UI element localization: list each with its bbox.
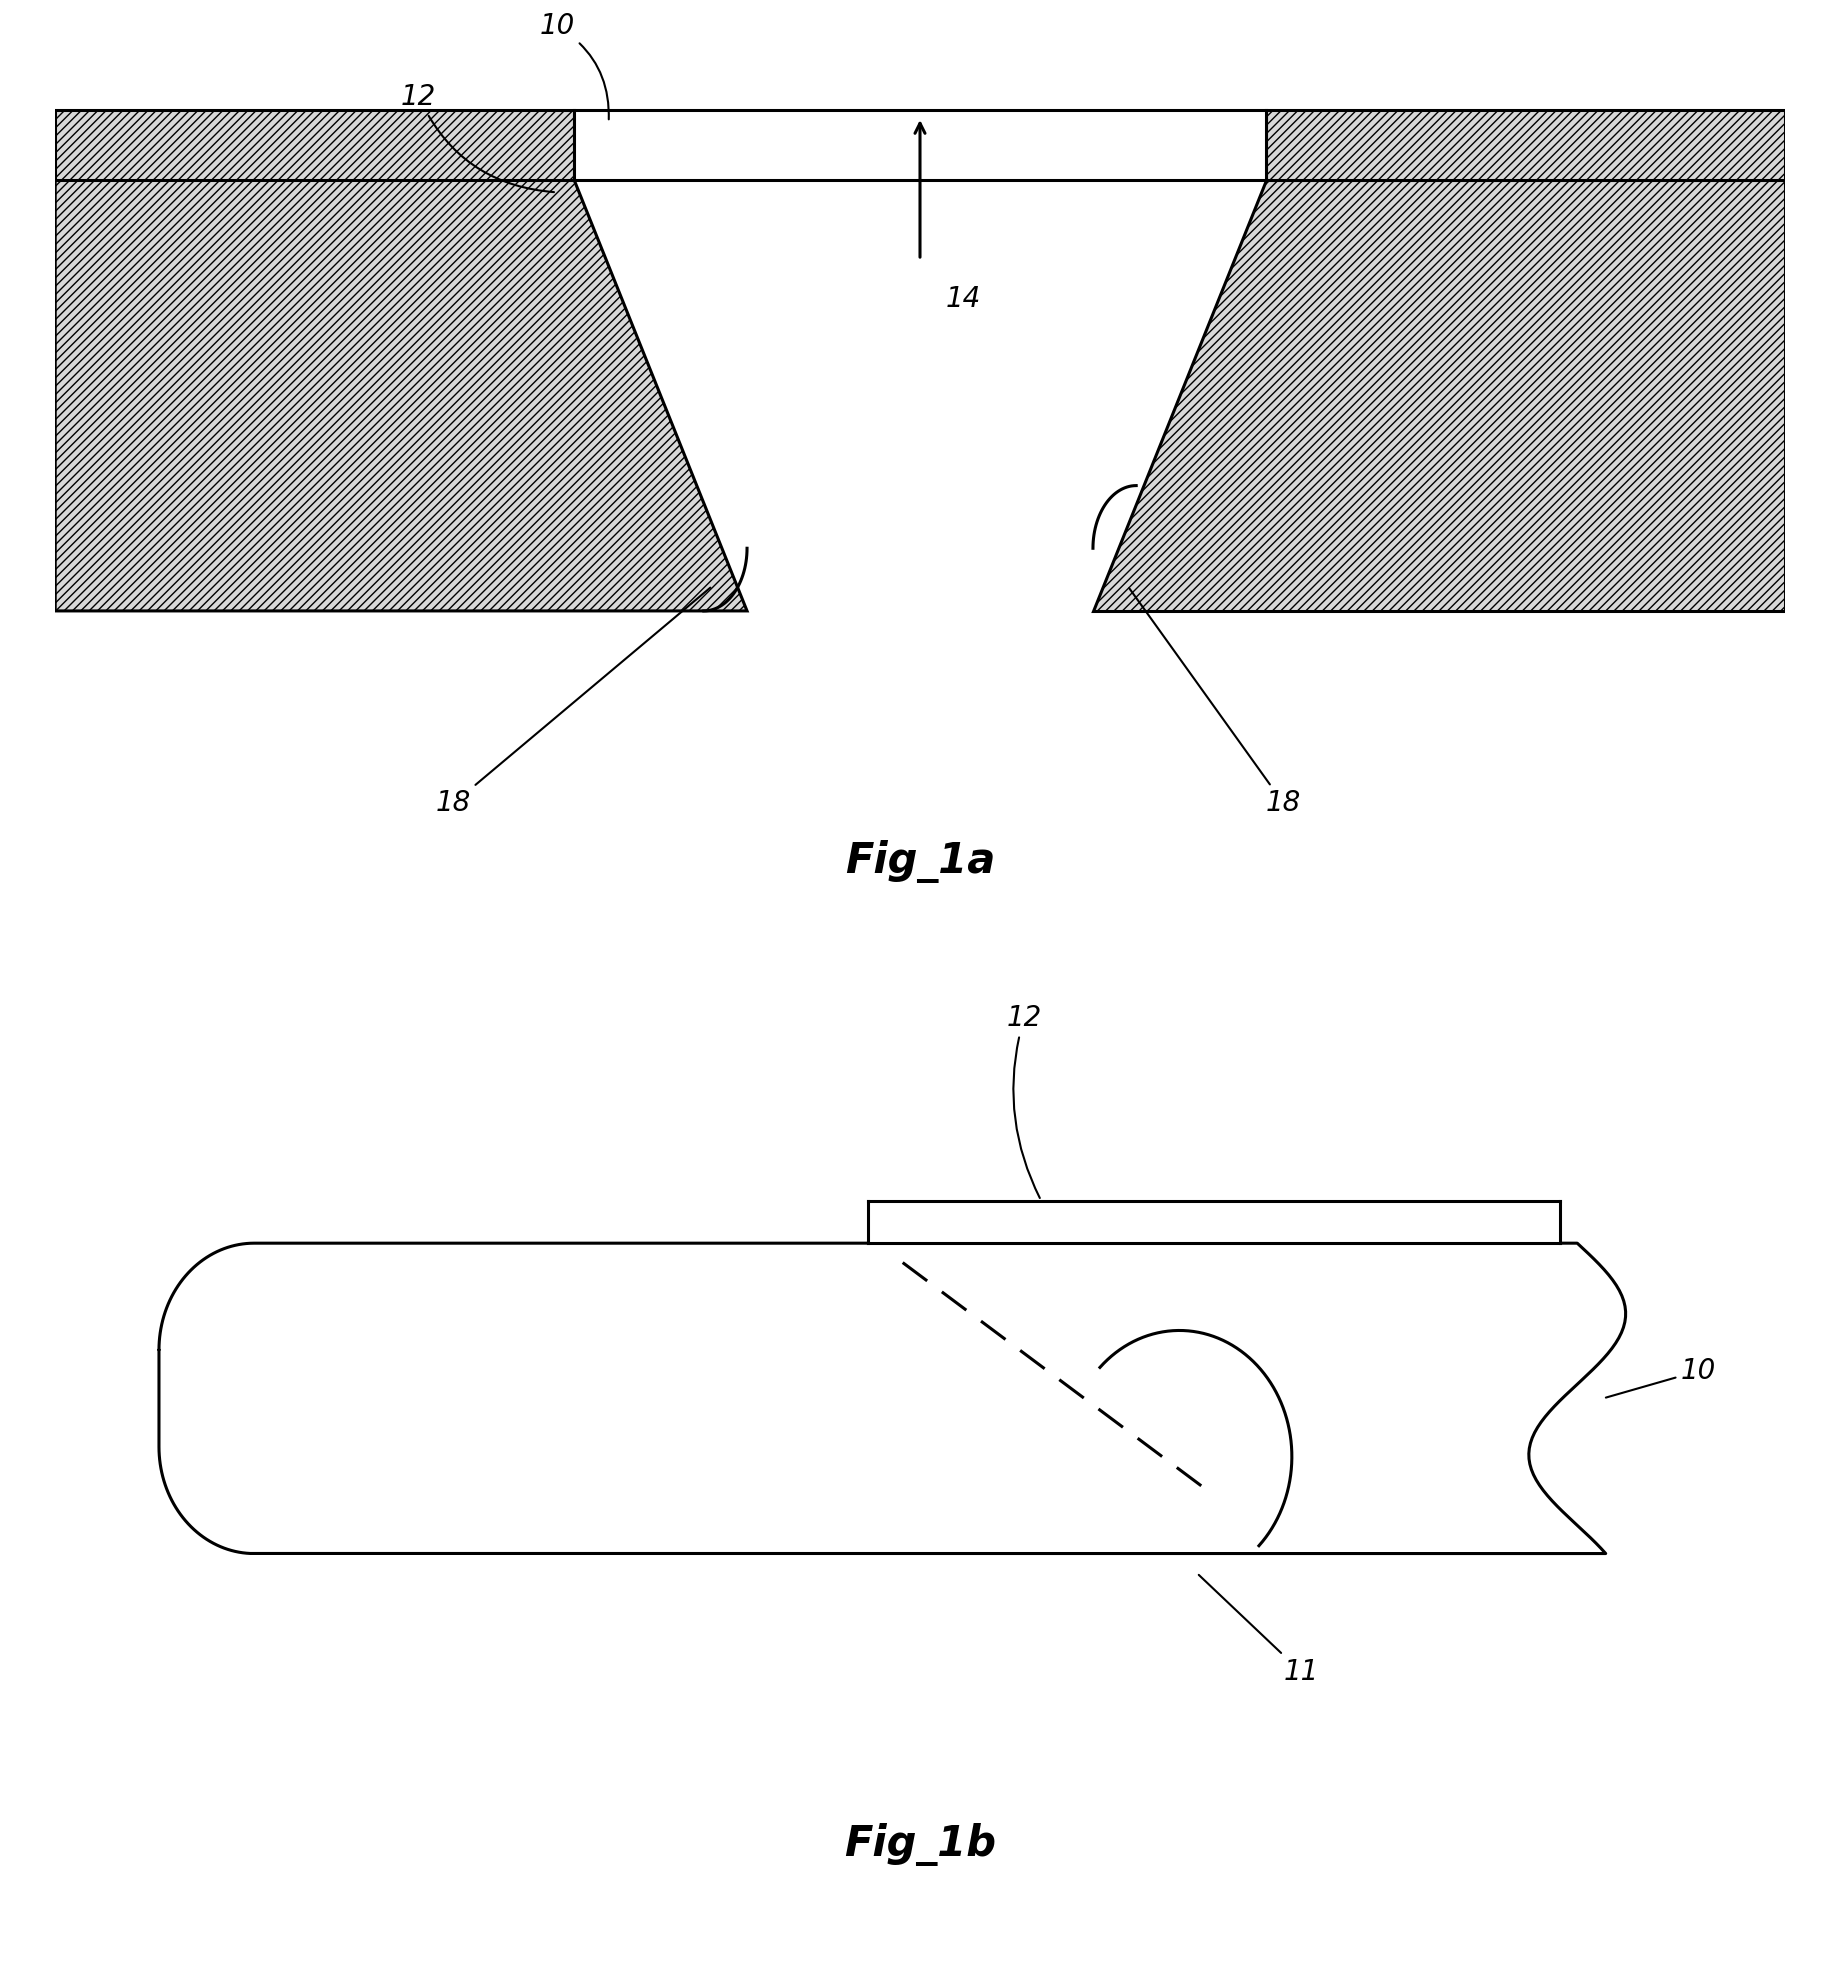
Text: Fig_1a: Fig_1a [844,840,995,884]
Polygon shape [574,109,1265,180]
Text: 10: 10 [539,12,609,119]
Text: 12: 12 [401,83,554,192]
Polygon shape [55,109,574,180]
Polygon shape [868,1201,1559,1243]
Polygon shape [1092,180,1784,610]
Text: 12: 12 [1006,1005,1041,1197]
Polygon shape [1265,109,1784,180]
Text: 10: 10 [1605,1358,1716,1397]
Text: Fig_1b: Fig_1b [844,1823,995,1865]
Polygon shape [55,180,747,610]
Text: 18: 18 [1129,589,1300,817]
Text: 11: 11 [1197,1576,1319,1685]
Text: 18: 18 [436,587,710,817]
Text: 14: 14 [945,285,980,313]
Polygon shape [158,1243,1624,1554]
